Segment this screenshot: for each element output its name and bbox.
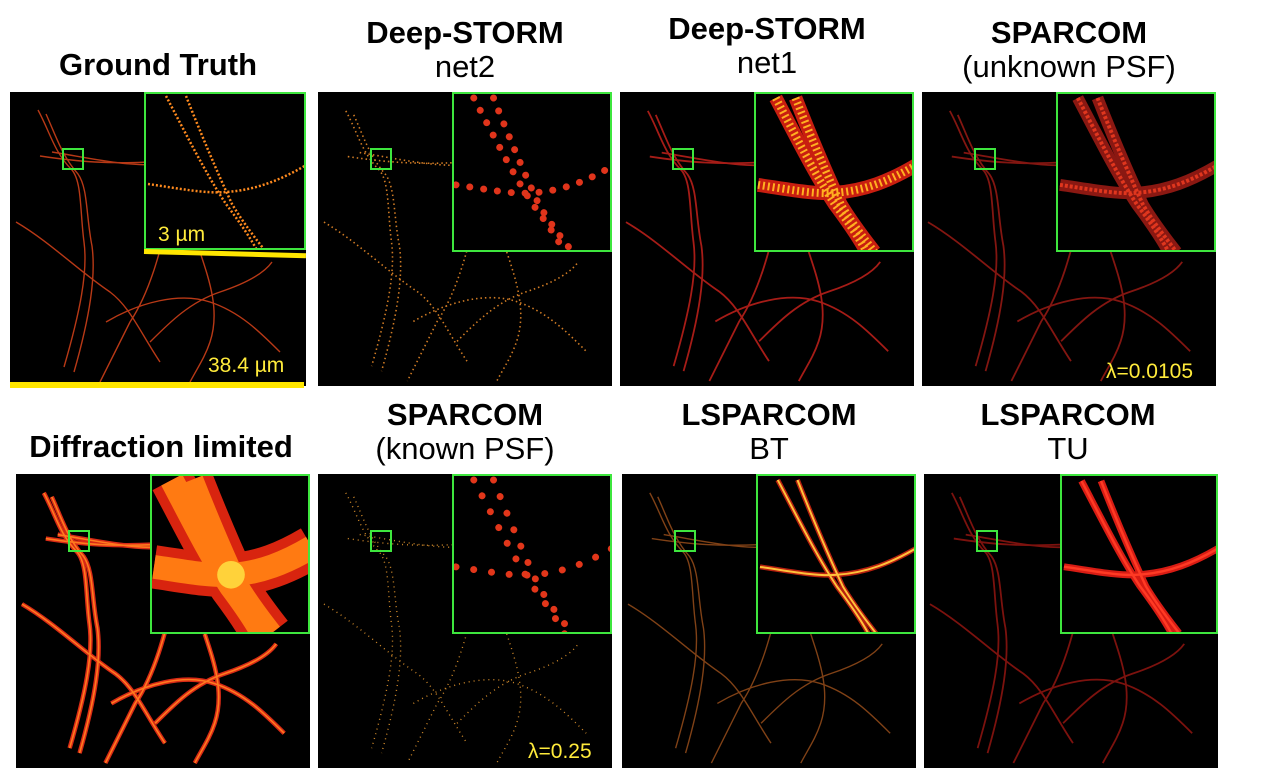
panel-lsparcom-bt [622,474,916,768]
title-lsparcom-bt: LSPARCOM BT [622,398,916,466]
title-lsparcom-tu: LSPARCOM TU [920,398,1216,466]
title-deep-storm-net1: Deep-STORM net1 [620,12,914,80]
roi-box [974,148,996,170]
panel-ground-truth: 3 µm 38.4 µm [10,92,306,386]
title-line1: Ground Truth [58,47,258,82]
title-ground-truth: Ground Truth [10,48,306,82]
title-line2: (unknown PSF) [962,49,1176,84]
title-line2: TU [1047,431,1089,466]
zoom-inset [754,92,914,252]
title-diffraction-limited: Diffraction limited [6,430,316,464]
title-deep-storm-net2: Deep-STORM net2 [318,16,612,84]
title-line1: SPARCOM [990,15,1148,50]
title-line1: Deep-STORM [668,11,866,46]
roi-box [672,148,694,170]
panel-deep-storm-net2 [318,92,612,386]
full-scalebar [10,382,304,388]
roi-box [62,148,84,170]
zoom-inset [452,474,612,634]
title-line2: (known PSF) [375,431,555,466]
title-line1: SPARCOM [386,397,544,432]
panel-sparcom-known: λ=0.25 [318,474,612,768]
zoom-inset [144,92,306,250]
title-line1: Deep-STORM [366,15,564,50]
full-scale-label: 38.4 µm [208,354,285,377]
zoom-inset [1056,92,1216,252]
inset-scale-label: 3 µm [158,223,206,246]
zoom-inset [150,474,310,634]
roi-box [976,530,998,552]
lambda-label: λ=0.0105 [1106,360,1193,383]
panel-deep-storm-net1 [620,92,914,386]
title-line2: BT [749,431,789,466]
roi-box [370,530,392,552]
panel-lsparcom-tu [924,474,1218,768]
roi-box [674,530,696,552]
zoom-inset [1060,474,1218,634]
panel-diffraction-limited [16,474,310,768]
panel-sparcom-unknown: λ=0.0105 [922,92,1216,386]
zoom-inset [452,92,612,252]
title-line2: net2 [434,49,496,84]
title-sparcom-known: SPARCOM (known PSF) [318,398,612,466]
title-line2: net1 [736,45,798,80]
zoom-inset [756,474,916,634]
title-sparcom-unknown: SPARCOM (unknown PSF) [922,16,1216,84]
title-line1: Diffraction limited [29,429,293,464]
lambda-label: λ=0.25 [528,740,592,763]
roi-box [68,530,90,552]
title-line1: LSPARCOM [681,397,857,432]
title-line1: LSPARCOM [980,397,1156,432]
roi-box [370,148,392,170]
